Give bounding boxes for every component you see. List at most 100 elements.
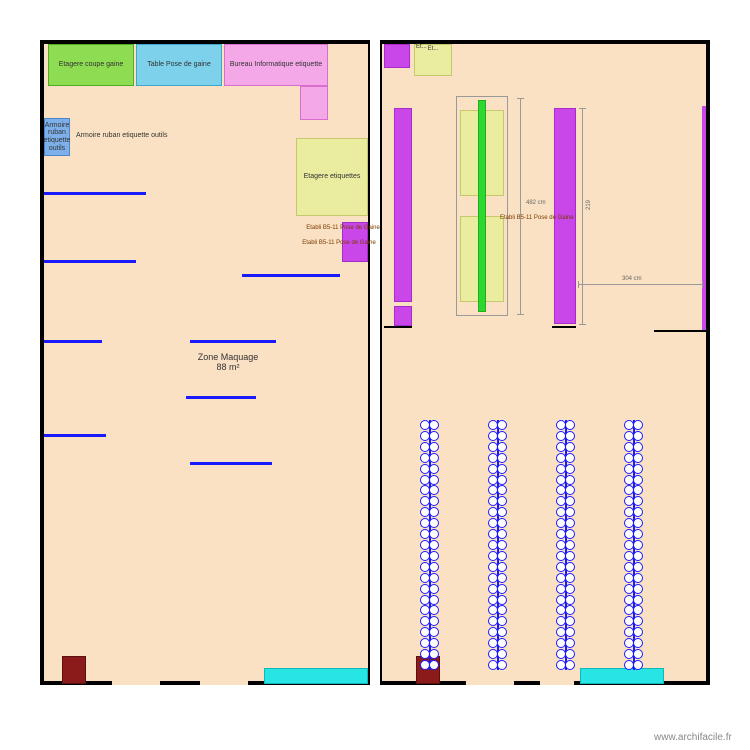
table-pose-gaine: Table Pose de gaine xyxy=(136,44,222,86)
rack-circle xyxy=(633,464,643,474)
rack-circle xyxy=(497,562,507,572)
door-gap xyxy=(200,681,248,685)
rack-circle xyxy=(565,475,575,485)
bureau-info-ext xyxy=(300,86,328,120)
door-gap xyxy=(466,681,514,685)
rack-circle xyxy=(429,562,439,572)
dim-cap xyxy=(579,324,586,325)
rack-circle xyxy=(633,551,643,561)
r-top-purple xyxy=(384,44,410,68)
armoire-ruban: Armoire ruban etiquette outils xyxy=(44,118,70,156)
rack-circle xyxy=(497,464,507,474)
dim-text: 219 xyxy=(586,200,592,210)
black-bar-2 xyxy=(654,330,706,332)
r-bottom-cyan xyxy=(580,668,664,684)
blue-bar-7 xyxy=(190,462,272,465)
rack-circle xyxy=(429,595,439,605)
rack-circle xyxy=(565,420,575,430)
blue-bar-1 xyxy=(44,260,136,263)
black-bar-1 xyxy=(552,326,576,328)
rack-circle xyxy=(565,453,575,463)
rack-circle xyxy=(497,660,507,670)
dim-cap xyxy=(578,281,579,288)
dim-text: 482 cm xyxy=(526,200,546,206)
rack-circle xyxy=(497,431,507,441)
rack-circle xyxy=(429,464,439,474)
watermark: www.archifacile.fr xyxy=(654,732,732,743)
blue-bar-3 xyxy=(44,340,102,343)
door-gap xyxy=(540,681,574,685)
rack-circle xyxy=(565,464,575,474)
dim-text: 304 cm xyxy=(622,276,642,282)
rack-circle xyxy=(565,431,575,441)
etabli-label-right: Etabli B5-11 Pose de Gaine xyxy=(500,215,610,221)
rack-circle xyxy=(565,442,575,452)
rack-circle xyxy=(429,431,439,441)
blue-bar-2 xyxy=(242,274,340,277)
rack-circle xyxy=(497,573,507,583)
rack-circle xyxy=(565,573,575,583)
etagere-coupe-gaine: Etagere coupe gaine xyxy=(48,44,134,86)
wall-left xyxy=(380,40,382,685)
rack-circle xyxy=(429,453,439,463)
rack-circle xyxy=(497,540,507,550)
rack-circle xyxy=(633,431,643,441)
rack-circle xyxy=(565,540,575,550)
blue-bar-0 xyxy=(44,192,146,195)
left-bottom-cyan xyxy=(264,668,368,684)
r-right-accent xyxy=(702,106,706,330)
blue-bar-4 xyxy=(190,340,276,343)
rack-circle xyxy=(633,475,643,485)
rack-circle xyxy=(429,442,439,452)
dim-v-0 xyxy=(520,98,521,314)
rack-circle xyxy=(429,584,439,594)
floor-plan-stage: Etagere coupe gaineTable Pose de gaineBu… xyxy=(0,0,750,750)
wall-right xyxy=(706,40,710,685)
wall-right xyxy=(368,40,370,685)
armoire-label: Armoire ruban etiquette outils xyxy=(76,132,216,139)
rack-circle xyxy=(429,660,439,670)
rack-circle xyxy=(633,562,643,572)
rack-circle xyxy=(497,584,507,594)
black-bar-0 xyxy=(384,326,412,328)
r-left-bar-a xyxy=(394,108,412,302)
rack-circle xyxy=(497,442,507,452)
rack-circle xyxy=(633,595,643,605)
r-top-yellow-text: Et... xyxy=(416,44,450,50)
rack-circle xyxy=(565,584,575,594)
dim-cap xyxy=(702,281,703,288)
rack-circle xyxy=(497,420,507,430)
dim-v-1 xyxy=(582,108,583,324)
left-bottom-brown xyxy=(62,656,86,684)
rack-circle xyxy=(497,551,507,561)
rack-circle xyxy=(565,595,575,605)
blue-bar-5 xyxy=(186,396,256,399)
rack-circle xyxy=(429,573,439,583)
rack-circle xyxy=(633,573,643,583)
dim-cap xyxy=(517,98,524,99)
rack-circle xyxy=(429,551,439,561)
rack-circle xyxy=(633,453,643,463)
dim-h-2 xyxy=(578,284,702,285)
rack-circle xyxy=(633,540,643,550)
bureau-info-etiq: Bureau Informatique etiquette xyxy=(224,44,328,86)
rack-circle xyxy=(565,562,575,572)
rack-circle xyxy=(497,453,507,463)
blue-bar-6 xyxy=(44,434,106,437)
rack-circle xyxy=(565,660,575,670)
rack-circle xyxy=(497,475,507,485)
etabli-label-left-1: Etabli B5-11 Pose de Gaine xyxy=(284,240,394,246)
rack-circle xyxy=(633,660,643,670)
rack-circle xyxy=(429,420,439,430)
rack-circle xyxy=(497,595,507,605)
dim-cap xyxy=(517,314,524,315)
rack-circle xyxy=(565,551,575,561)
etagere-etiquettes: Etagere etiquettes xyxy=(296,138,368,216)
rack-circle xyxy=(633,420,643,430)
door-gap xyxy=(112,681,160,685)
rack-circle xyxy=(633,584,643,594)
zone-maquage-label: Zone Maquage88 m² xyxy=(178,352,278,372)
r-left-bar-b xyxy=(394,306,412,326)
rack-circle xyxy=(429,540,439,550)
dim-cap xyxy=(579,108,586,109)
